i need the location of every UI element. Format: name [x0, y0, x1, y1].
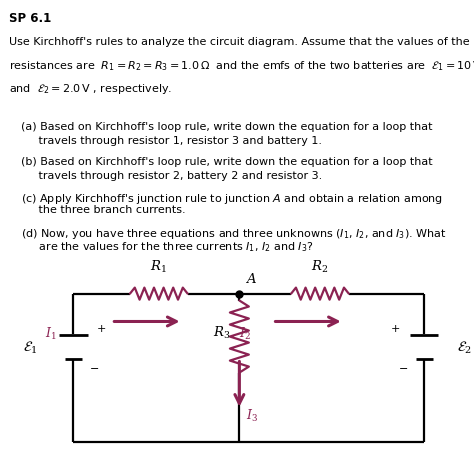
Text: $\mathcal{E}_1$: $\mathcal{E}_1$ [23, 339, 38, 356]
Text: resistances are  $R_1 = R_2 = R_3 = 1.0\,\Omega$  and the emfs of the two batter: resistances are $R_1 = R_2 = R_3 = 1.0\,… [9, 59, 474, 73]
Text: the three branch currents.: the three branch currents. [21, 205, 186, 215]
Text: $R_3$: $R_3$ [213, 324, 231, 340]
Text: $A$: $A$ [245, 272, 257, 286]
Text: $I_1$: $I_1$ [45, 325, 56, 341]
Text: +: + [97, 323, 107, 333]
Text: $\mathcal{E}_2$: $\mathcal{E}_2$ [457, 339, 472, 356]
Text: $-$: $-$ [89, 361, 99, 371]
Text: are the values for the three currents $I_1$, $I_2$ and $I_3$?: are the values for the three currents $I… [21, 240, 314, 254]
Text: $-$: $-$ [399, 361, 409, 371]
Text: travels through resistor 2, battery 2 and resistor 3.: travels through resistor 2, battery 2 an… [21, 170, 323, 180]
Text: travels through resistor 1, resistor 3 and battery 1.: travels through resistor 1, resistor 3 a… [21, 136, 322, 145]
Text: +: + [391, 323, 401, 333]
Text: (a) Based on Kirchhoff's loop rule, write down the equation for a loop that: (a) Based on Kirchhoff's loop rule, writ… [21, 122, 433, 132]
Text: $I_2$: $I_2$ [239, 325, 251, 341]
Text: (b) Based on Kirchhoff's loop rule, write down the equation for a loop that: (b) Based on Kirchhoff's loop rule, writ… [21, 157, 433, 167]
Text: $R_2$: $R_2$ [311, 258, 328, 275]
Text: (d) Now, you have three equations and three unknowns ($I_1$, $I_2$, and $I_3$). : (d) Now, you have three equations and th… [21, 226, 447, 240]
Text: and  $\mathcal{E}_2 = 2.0\,$V , respectively.: and $\mathcal{E}_2 = 2.0\,$V , respectiv… [9, 81, 173, 95]
Text: SP 6.1: SP 6.1 [9, 12, 52, 25]
Text: $R_1$: $R_1$ [150, 258, 167, 275]
Text: Use Kirchhoff's rules to analyze the circuit diagram. Assume that the values of : Use Kirchhoff's rules to analyze the cir… [9, 37, 470, 47]
Text: $I_3$: $I_3$ [246, 407, 258, 424]
Text: (c) Apply Kirchhoff's junction rule to junction $A$ and obtain a relation among: (c) Apply Kirchhoff's junction rule to j… [21, 192, 444, 206]
